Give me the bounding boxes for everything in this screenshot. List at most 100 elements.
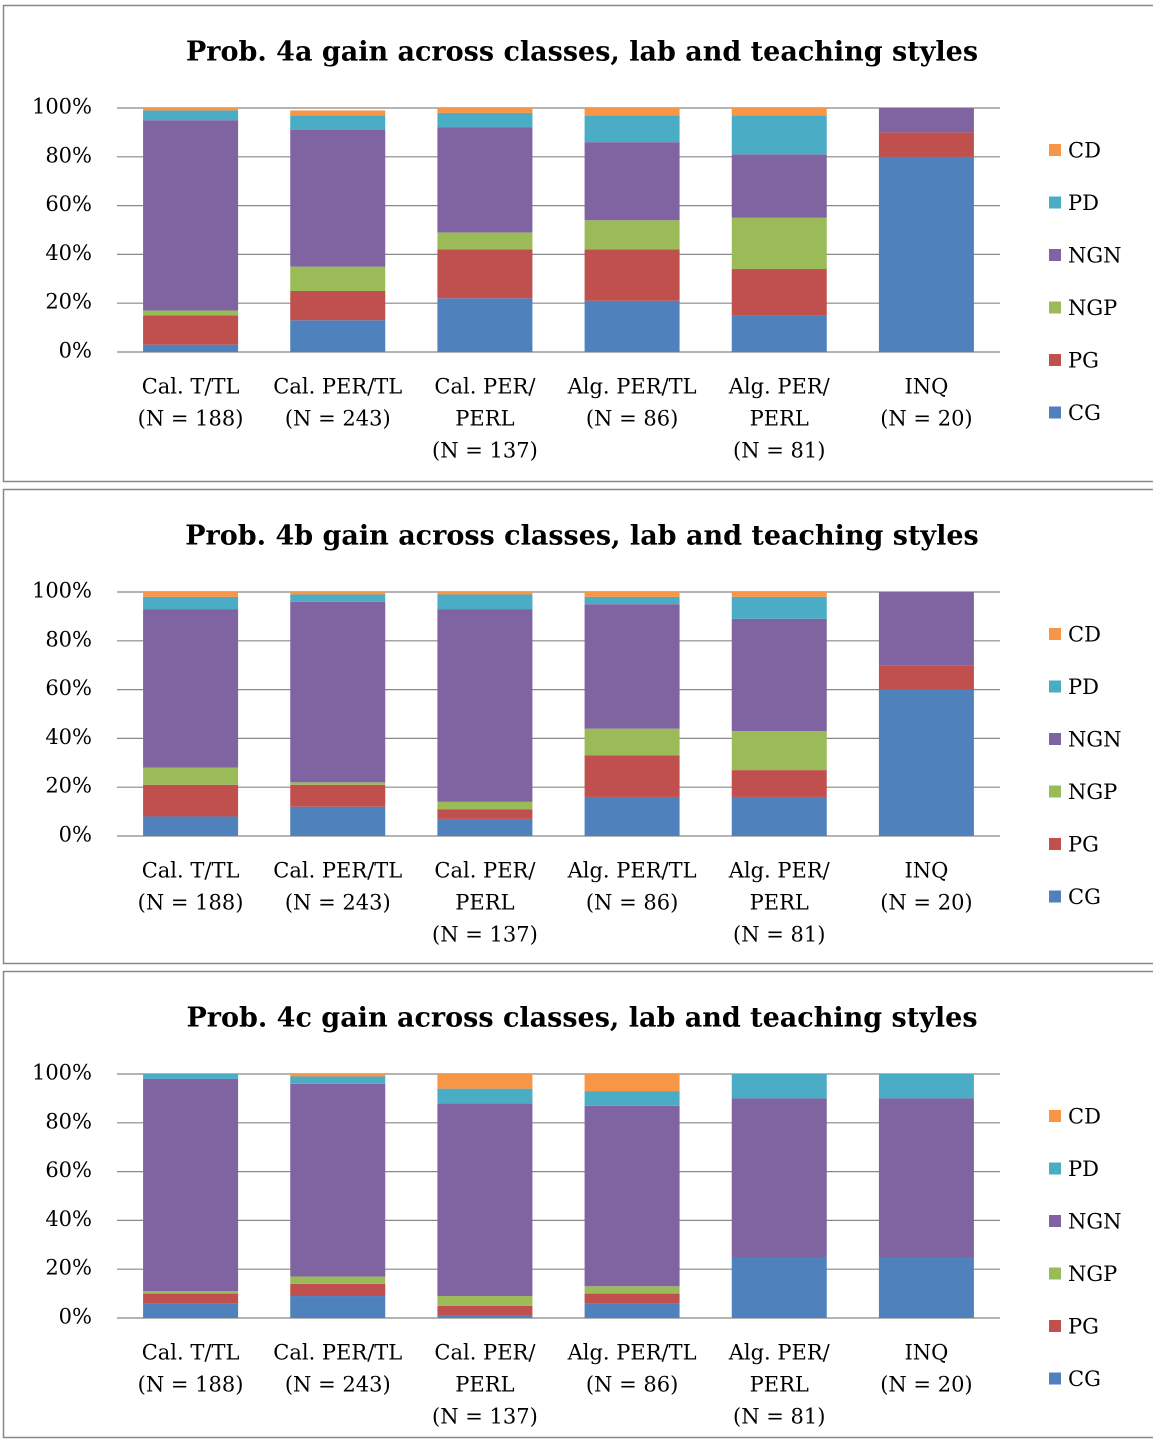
legend-swatch xyxy=(1049,890,1061,903)
y-tick-label: 0% xyxy=(59,823,92,847)
x-tick-label: (N = 81) xyxy=(733,1405,825,1429)
bar-segment xyxy=(584,249,680,301)
legend-swatch xyxy=(1049,196,1061,209)
x-tick-label: (N = 188) xyxy=(138,407,244,431)
bar-segment xyxy=(290,1283,386,1297)
panel-border xyxy=(2,4,1153,483)
bar-segment xyxy=(143,592,239,597)
bar-segment xyxy=(584,115,680,143)
bar-segment xyxy=(584,1286,680,1294)
bar-segment xyxy=(584,1074,680,1092)
bar-segment xyxy=(143,1074,239,1079)
x-tick-label: Cal. PER/TL xyxy=(273,375,402,399)
x-tick-label: Cal. PER/ xyxy=(434,375,536,399)
bar-segment xyxy=(290,110,386,116)
bar-segment xyxy=(584,604,680,729)
bar-segment xyxy=(584,755,680,797)
bar-segment xyxy=(584,300,680,352)
bar-segment xyxy=(584,108,680,116)
bar-segment xyxy=(290,782,386,785)
y-tick-label: 40% xyxy=(45,241,92,265)
bar-segment xyxy=(878,132,974,157)
x-tick-label: INQ xyxy=(904,375,948,399)
bar-segment xyxy=(878,156,974,352)
bar-segment xyxy=(731,1098,827,1257)
bar-segment xyxy=(437,1296,533,1306)
y-tick-label: 80% xyxy=(45,143,92,167)
bar-segment xyxy=(143,1291,239,1294)
bar-segment xyxy=(731,217,827,270)
bar-segment xyxy=(290,129,386,267)
bar-segment xyxy=(584,728,680,756)
bar-segment xyxy=(437,127,533,233)
x-tick-label: Alg. PER/TL xyxy=(567,1341,697,1365)
legend-swatch xyxy=(1049,301,1061,314)
panel-border xyxy=(2,488,1153,965)
y-tick-label: 80% xyxy=(45,1109,92,1133)
bar-segment xyxy=(437,818,533,836)
bar-segment xyxy=(584,592,680,597)
bar-segment xyxy=(878,665,974,690)
bar-segment xyxy=(584,220,680,250)
bar-segment xyxy=(143,816,239,836)
bar-segment xyxy=(437,298,533,352)
x-tick-label: (N = 86) xyxy=(586,891,678,915)
chart-title: Prob. 4b gain across classes, lab and te… xyxy=(185,521,979,552)
x-tick-label: (N = 20) xyxy=(880,1373,972,1397)
bar-segment xyxy=(584,1303,680,1318)
legend-label: NGN xyxy=(1068,728,1122,752)
legend-swatch xyxy=(1049,406,1061,419)
bar-segment xyxy=(437,801,533,810)
bar-segment xyxy=(437,594,533,610)
bar-segment xyxy=(290,784,386,807)
bar-segment xyxy=(437,609,533,802)
y-tick-label: 60% xyxy=(45,676,92,700)
legend-label: CG xyxy=(1068,1367,1101,1391)
x-tick-label: PERL xyxy=(455,1373,514,1397)
legend-swatch xyxy=(1049,838,1061,850)
x-tick-label: (N = 188) xyxy=(138,1373,244,1397)
bar-segment xyxy=(143,344,239,352)
legend-label: CG xyxy=(1068,401,1101,425)
bar-segment xyxy=(143,596,239,610)
x-tick-label: INQ xyxy=(904,1341,948,1365)
bar-segment xyxy=(584,596,680,605)
bar-segment xyxy=(878,592,974,666)
bar-segment xyxy=(437,1315,533,1318)
legend-label: NGP xyxy=(1068,780,1117,804)
x-tick-label: PERL xyxy=(750,891,809,915)
x-tick-label: (N = 243) xyxy=(285,891,391,915)
bar-segment xyxy=(584,1105,680,1287)
bar-segment xyxy=(584,796,680,836)
bar-segment xyxy=(437,108,533,113)
chart: Prob. 4a gain across classes, lab and te… xyxy=(2,4,1153,483)
bar-segment xyxy=(731,770,827,797)
legend-label: NGP xyxy=(1068,296,1117,320)
bar-segment xyxy=(143,120,239,311)
bar-segment xyxy=(290,291,386,321)
y-tick-label: 100% xyxy=(32,1061,92,1085)
legend-swatch xyxy=(1049,680,1061,693)
bar-segment xyxy=(584,142,680,221)
bar-segment xyxy=(584,1293,680,1304)
legend-label: CD xyxy=(1068,1105,1101,1129)
y-tick-label: 40% xyxy=(45,725,92,749)
legend-swatch xyxy=(1049,249,1061,261)
x-tick-label: PERL xyxy=(750,1373,809,1397)
x-tick-label: Cal. T/TL xyxy=(142,859,240,883)
bar-segment xyxy=(290,320,386,352)
legend-swatch xyxy=(1049,733,1061,745)
legend-label: CD xyxy=(1068,623,1101,647)
bar-segment xyxy=(290,1074,386,1077)
bar-segment xyxy=(437,1088,533,1104)
bar-segment xyxy=(878,1257,974,1318)
x-tick-label: Cal. PER/TL xyxy=(273,859,402,883)
chart-title: Prob. 4c gain across classes, lab and te… xyxy=(186,1003,977,1034)
y-tick-label: 20% xyxy=(45,290,92,314)
bar-segment xyxy=(731,796,827,836)
x-tick-label: Alg. PER/ xyxy=(728,375,831,399)
x-tick-label: (N = 81) xyxy=(733,439,825,463)
x-tick-label: (N = 81) xyxy=(733,923,825,947)
bar-segment xyxy=(731,269,827,316)
